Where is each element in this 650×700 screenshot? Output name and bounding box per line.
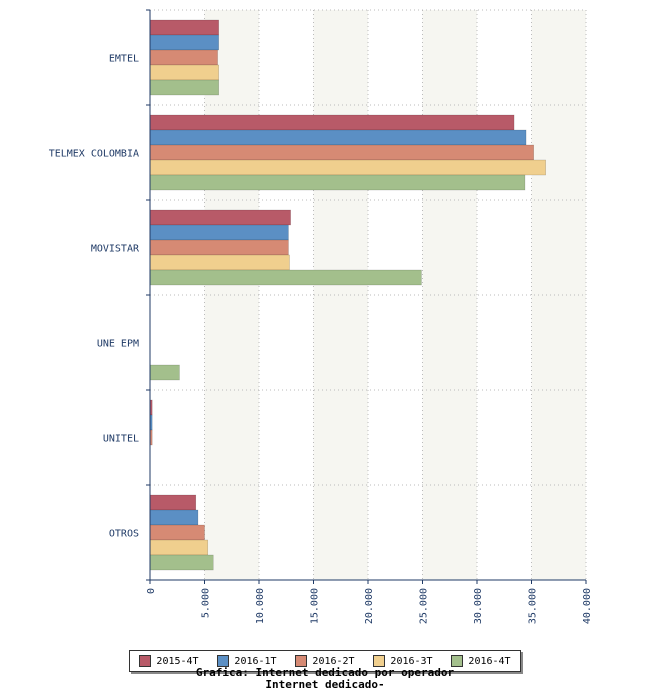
legend-label: 2015-4T [156,655,199,667]
legend-item: 2015-4T [139,655,199,667]
bar-telmex-colombia-2016-1T [149,129,527,146]
legend-swatch [451,655,464,667]
x-tick-label: 10.000 [255,588,266,624]
legend-label: 2016-1T [234,655,277,667]
bar-emtel-2015-4T [149,19,219,36]
grid-band [204,10,259,580]
legend-item: 2016-2T [295,655,355,667]
category-label: OTROS [109,529,139,540]
legend-swatch [139,655,152,667]
x-tick-label: 30.000 [473,588,484,624]
bar-otros-2016-3T [149,539,209,556]
grid-band [422,10,477,580]
legend-label: 2016-4T [468,655,511,667]
category-label: MOVISTAR [91,244,140,255]
chart-subtitle: Internet dedicado- [265,678,385,691]
x-tick-label: 20.000 [364,588,375,624]
legend-swatch [295,655,308,667]
x-tick-label: 35.000 [528,588,539,624]
bar-telmex-colombia-2016-2T [149,144,534,161]
bar-emtel-2016-2T [149,49,218,66]
chart-caption: Grafica: Internet dedicado por operador … [0,667,650,691]
legend-label: 2016-3T [390,655,433,667]
x-tick-label: 40.000 [582,588,593,624]
bar-emtel-2016-1T [149,34,219,51]
category-label: UNE EPM [97,339,139,350]
grid-band [477,10,532,580]
legend-item: 2016-4T [451,655,511,667]
legend-label: 2016-2T [312,655,355,667]
chart-title: Grafica: Internet dedicado por operador [195,666,455,679]
bar-emtel-2016-3T [149,64,219,81]
category-label: TELMEX COLOMBIA [49,149,139,160]
bar-telmex-colombia-2016-4T [149,174,526,191]
category-label: EMTEL [109,54,139,65]
x-tick-label: 5.000 [201,588,212,618]
bar-une-epm-2016-4T [149,364,180,381]
bar-otros-2016-1T [149,509,199,526]
bar-movistar-2015-4T [149,209,291,226]
bar-movistar-2016-3T [149,254,290,271]
x-tick-label: 15.000 [310,588,321,624]
legend-swatch [217,655,230,667]
bar-emtel-2016-4T [149,79,219,96]
bar-movistar-2016-2T [149,239,289,256]
grid-band [368,10,423,580]
bar-movistar-2016-1T [149,224,289,241]
legend-item: 2016-1T [217,655,277,667]
bar-movistar-2016-4T [149,269,422,286]
chart-legend: 2015-4T 2016-1T 2016-2T 2016-3T 2016-4T [129,650,521,672]
legend-item: 2016-3T [373,655,433,667]
x-tick-label: 0 [146,588,157,594]
bar-otros-2016-4T [149,554,214,571]
grid-band [313,10,368,580]
category-label: UNITEL [103,434,139,445]
legend-swatch [373,655,386,667]
bar-chart: EMTEL TELMEX COLOMBIA MOVISTAR UNE EPM UNITE… [49,9,593,624]
bar-otros-2016-2T [149,524,205,541]
grid-band [150,10,205,580]
bar-otros-2015-4T [149,494,197,511]
bar-telmex-colombia-2015-4T [149,114,515,131]
bar-telmex-colombia-2016-3T [149,159,546,176]
x-tick-label: 25.000 [419,588,430,624]
